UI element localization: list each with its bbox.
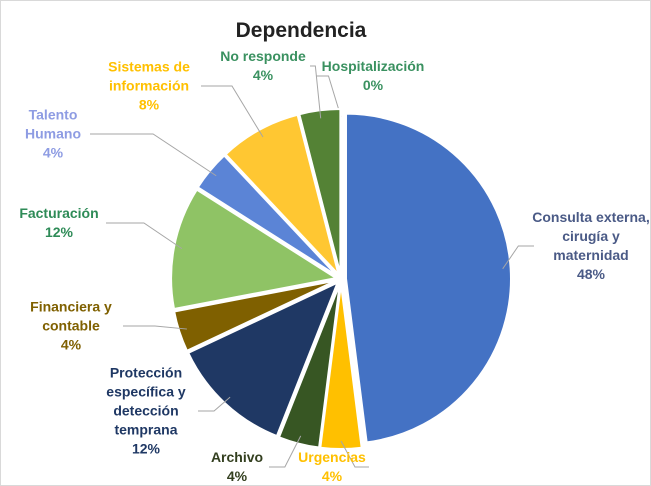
leader-line — [123, 325, 187, 330]
pie-slice — [170, 188, 339, 311]
category-label: Urgencias — [298, 449, 366, 465]
pie-slice — [344, 112, 512, 444]
category-label: Consulta externa, cirugía y maternidad — [532, 209, 650, 263]
value-label: 4% — [226, 468, 248, 484]
data-label: Consulta externa, cirugía y maternidad 48… — [526, 208, 650, 284]
value-label: 12% — [44, 224, 74, 240]
leader-line — [106, 222, 183, 250]
leader-line — [502, 245, 534, 270]
pie-slice — [277, 283, 341, 449]
category-label: No responde — [220, 48, 306, 64]
data-label: Archivo 4% — [197, 448, 277, 485]
category-label: Hospitalización — [321, 58, 425, 74]
pie-slice — [196, 154, 338, 277]
value-label: 4% — [252, 67, 274, 83]
data-label: Facturación 12% — [4, 204, 114, 242]
leader-line — [310, 65, 322, 119]
leader-line — [198, 396, 231, 412]
data-label: Sistemas de información 8% — [89, 58, 209, 115]
value-label: 12% — [131, 440, 161, 457]
data-label: Urgencias 4% — [287, 448, 377, 485]
leader-line — [340, 440, 369, 468]
value-label: 4% — [321, 468, 343, 484]
value-label: 48% — [576, 266, 606, 282]
data-label: Protección específica y detección tempra… — [86, 364, 206, 459]
category-label: Facturación — [19, 205, 99, 221]
pie-slice — [172, 279, 337, 353]
pie-slice — [186, 280, 340, 438]
leader-line — [90, 133, 217, 177]
value-label: 4% — [42, 144, 64, 161]
category-label: Financiera y contable — [30, 298, 112, 334]
data-label: Financiera y contable 4% — [11, 298, 131, 355]
category-label: Protección específica y detección tempra… — [106, 364, 186, 438]
category-label: Archivo — [210, 449, 264, 465]
data-label: Hospitalización 0% — [308, 57, 438, 95]
value-label: 8% — [138, 96, 160, 113]
chart-title: Dependencia — [235, 19, 367, 42]
data-label: No responde 4% — [208, 47, 318, 85]
leader-line — [269, 435, 302, 468]
data-label: Talento Humano 4% — [8, 106, 98, 163]
category-label: Talento Humano — [25, 106, 81, 142]
value-label: 4% — [60, 336, 82, 353]
value-label: 0% — [362, 77, 384, 93]
category-label: Sistemas de información — [108, 58, 190, 94]
leader-line — [201, 85, 264, 138]
pie-slice — [319, 283, 363, 450]
leader-line — [316, 75, 342, 118]
